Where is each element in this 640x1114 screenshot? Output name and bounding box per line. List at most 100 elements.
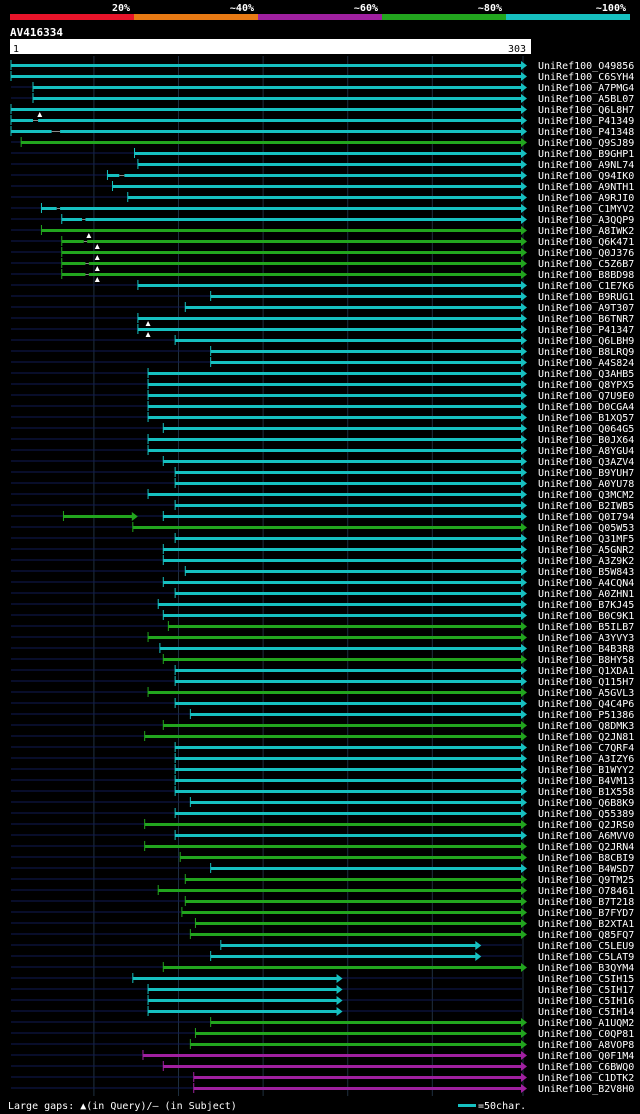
hit-label[interactable]: UniRef100_B2IWB5 bbox=[538, 501, 634, 512]
hit-bar[interactable] bbox=[190, 1043, 523, 1046]
hit-bar[interactable] bbox=[175, 812, 522, 815]
hit-label[interactable]: UniRef100_C5LAT9 bbox=[538, 952, 634, 963]
hit-bar[interactable] bbox=[175, 768, 522, 771]
hit-label[interactable]: UniRef100_B1X558 bbox=[538, 787, 634, 798]
hit-bar[interactable] bbox=[210, 955, 477, 958]
hit-label[interactable]: UniRef100_Q9TM25 bbox=[538, 875, 634, 886]
hit-label[interactable]: UniRef100_A0ZHN1 bbox=[538, 589, 634, 600]
hit-label[interactable]: UniRef100_Q31MF5 bbox=[538, 534, 634, 545]
hit-label[interactable]: UniRef100_C5IH17 bbox=[538, 985, 634, 996]
hit-bar[interactable] bbox=[137, 284, 522, 287]
hit-bar[interactable] bbox=[11, 130, 522, 133]
hit-label[interactable]: UniRef100_A9NTH1 bbox=[538, 182, 634, 193]
hit-bar[interactable] bbox=[185, 570, 522, 573]
hit-label[interactable]: UniRef100_B7FYD7 bbox=[538, 908, 634, 919]
hit-bar[interactable] bbox=[41, 229, 522, 232]
hit-bar[interactable] bbox=[132, 977, 338, 980]
hit-label[interactable]: UniRef100_P41347 bbox=[538, 325, 634, 336]
hit-bar[interactable] bbox=[220, 944, 477, 947]
hit-bar[interactable] bbox=[11, 64, 522, 67]
hit-bar[interactable] bbox=[132, 526, 522, 529]
hit-label[interactable]: UniRef100_B8CBI9 bbox=[538, 853, 634, 864]
hit-bar[interactable] bbox=[163, 724, 522, 727]
hit-label[interactable]: UniRef100_Q3AHB5 bbox=[538, 369, 634, 380]
hit-bar[interactable] bbox=[144, 845, 522, 848]
hit-label[interactable]: UniRef100_Q2JRS0 bbox=[538, 820, 634, 831]
hit-bar[interactable] bbox=[185, 306, 522, 309]
hit-bar[interactable] bbox=[11, 75, 522, 78]
hit-label[interactable]: UniRef100_A5BL07 bbox=[538, 94, 634, 105]
hit-bar[interactable] bbox=[181, 911, 523, 914]
hit-bar[interactable] bbox=[168, 625, 522, 628]
hit-label[interactable]: UniRef100_C5IH16 bbox=[538, 996, 634, 1007]
hit-label[interactable]: UniRef100_Q85FQ7 bbox=[538, 930, 634, 941]
hit-bar[interactable] bbox=[148, 372, 523, 375]
hit-label[interactable]: UniRef100_Q6L8H7 bbox=[538, 105, 634, 116]
hit-label[interactable]: UniRef100_B8BD98 bbox=[538, 270, 634, 281]
hit-bar[interactable] bbox=[193, 1076, 523, 1079]
hit-label[interactable]: UniRef100_B6TNR7 bbox=[538, 314, 634, 325]
hit-bar[interactable] bbox=[61, 251, 522, 254]
hit-label[interactable]: UniRef100_C7QRF4 bbox=[538, 743, 634, 754]
hit-label[interactable]: UniRef100_B4VM13 bbox=[538, 776, 634, 787]
hit-label[interactable]: UniRef100_B2XTA1 bbox=[538, 919, 634, 930]
hit-bar[interactable] bbox=[210, 350, 523, 353]
hit-label[interactable]: UniRef100_Q94IK0 bbox=[538, 171, 634, 182]
hit-bar[interactable] bbox=[142, 1054, 522, 1057]
hit-bar[interactable] bbox=[144, 823, 522, 826]
hit-label[interactable]: UniRef100_C0QP81 bbox=[538, 1029, 634, 1040]
hit-bar[interactable] bbox=[175, 339, 522, 342]
hit-bar[interactable] bbox=[175, 790, 522, 793]
hit-bar[interactable] bbox=[137, 328, 522, 331]
hit-label[interactable]: UniRef100_Q55389 bbox=[538, 809, 634, 820]
hit-label[interactable]: UniRef100_Q0J376 bbox=[538, 248, 634, 259]
hit-label[interactable]: UniRef100_B3QYM4 bbox=[538, 963, 634, 974]
hit-label[interactable]: UniRef100_C1DTK2 bbox=[538, 1073, 634, 1084]
hit-bar[interactable] bbox=[159, 647, 522, 650]
hit-bar[interactable] bbox=[210, 361, 523, 364]
hit-label[interactable]: UniRef100_A8VOP8 bbox=[538, 1040, 634, 1051]
hit-bar[interactable] bbox=[148, 394, 523, 397]
hit-bar[interactable] bbox=[148, 999, 338, 1002]
hit-label[interactable]: UniRef100_Q05W53 bbox=[538, 523, 634, 534]
hit-label[interactable]: UniRef100_B2V8H0 bbox=[538, 1084, 634, 1095]
hit-label[interactable]: UniRef100_Q6K471 bbox=[538, 237, 634, 248]
hit-label[interactable]: UniRef100_A4CQN4 bbox=[538, 578, 634, 589]
hit-label[interactable]: UniRef100_O49856 bbox=[538, 61, 634, 72]
hit-label[interactable]: UniRef100_A3Z9K2 bbox=[538, 556, 634, 567]
hit-label[interactable]: UniRef100_C1MYV2 bbox=[538, 204, 634, 215]
hit-label[interactable]: UniRef100_Q4C4P6 bbox=[538, 699, 634, 710]
hit-bar[interactable] bbox=[148, 449, 523, 452]
hit-bar[interactable] bbox=[112, 185, 522, 188]
hit-bar[interactable] bbox=[185, 900, 522, 903]
hit-bar[interactable] bbox=[175, 537, 522, 540]
hit-bar[interactable] bbox=[148, 691, 523, 694]
hit-label[interactable]: UniRef100_A9NL74 bbox=[538, 160, 634, 171]
hit-bar[interactable] bbox=[158, 889, 522, 892]
hit-label[interactable]: UniRef100_Q064G5 bbox=[538, 424, 634, 435]
hit-label[interactable]: UniRef100_B7KJ45 bbox=[538, 600, 634, 611]
hit-bar[interactable] bbox=[137, 163, 522, 166]
hit-label[interactable]: UniRef100_P41349 bbox=[538, 116, 634, 127]
hit-label[interactable]: UniRef100_A3QQP9 bbox=[538, 215, 634, 226]
hit-bar[interactable] bbox=[163, 614, 522, 617]
hit-bar[interactable] bbox=[21, 141, 523, 144]
hit-label[interactable]: UniRef100_P51386 bbox=[538, 710, 634, 721]
hit-label[interactable]: UniRef100_Q1XDA1 bbox=[538, 666, 634, 677]
hit-label[interactable]: UniRef100_C1E7K6 bbox=[538, 281, 634, 292]
hit-bar[interactable] bbox=[175, 471, 522, 474]
hit-bar[interactable] bbox=[163, 515, 522, 518]
hit-label[interactable]: UniRef100_Q9SJ89 bbox=[538, 138, 634, 149]
hit-bar[interactable] bbox=[11, 108, 522, 111]
hit-label[interactable]: UniRef100_B8LRQ9 bbox=[538, 347, 634, 358]
hit-bar[interactable] bbox=[137, 317, 522, 320]
hit-bar[interactable] bbox=[175, 669, 522, 672]
hit-bar[interactable] bbox=[127, 196, 523, 199]
hit-bar[interactable] bbox=[163, 548, 522, 551]
hit-bar[interactable] bbox=[32, 86, 522, 89]
hit-bar[interactable] bbox=[193, 1087, 523, 1090]
hit-bar[interactable] bbox=[195, 1032, 522, 1035]
hit-label[interactable]: UniRef100_A8IWK2 bbox=[538, 226, 634, 237]
hit-bar[interactable] bbox=[190, 801, 523, 804]
hit-label[interactable]: UniRef100_Q3MCM2 bbox=[538, 490, 634, 501]
